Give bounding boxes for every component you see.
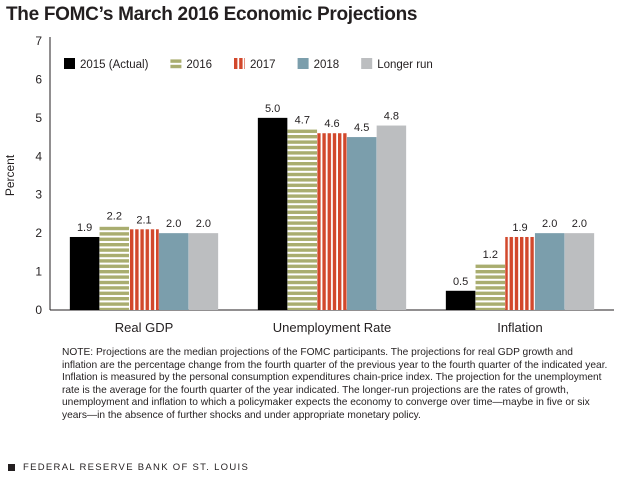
bar: [188, 233, 219, 310]
bar: [99, 225, 130, 310]
bar-value-label: 2.0: [542, 218, 557, 230]
y-tick-label: 5: [35, 111, 42, 125]
legend-swatch: [64, 58, 75, 69]
bar-value-label: 4.7: [295, 114, 310, 126]
y-tick-label: 2: [35, 226, 42, 240]
bar: [69, 236, 100, 310]
footer-text: FEDERAL RESERVE BANK OF ST. LOUIS: [23, 462, 250, 473]
legend-label: 2015 (Actual): [80, 59, 149, 71]
bar: [317, 133, 347, 310]
legend-label: 2016: [186, 59, 212, 71]
bar-value-label: 5.0: [265, 103, 280, 115]
bar-value-label: 4.6: [324, 118, 339, 130]
y-tick-label: 6: [35, 72, 42, 86]
footer: FEDERAL RESERVE BANK OF ST. LOUIS: [8, 462, 249, 473]
legend-label: 2018: [314, 59, 340, 71]
footer-square-icon: [8, 464, 15, 471]
bar: [445, 290, 476, 310]
bar: [376, 125, 407, 311]
plot-area: 0 1 2 3 4 5 6 7 Percent 1.9 2.2 2.1 2.0 2.0 Real GDP 5.…: [3, 34, 614, 335]
legend-swatch: [361, 58, 373, 69]
y-axis-label: Percent: [3, 154, 17, 196]
y-tick-label: 3: [35, 188, 42, 202]
bar-value-label: 4.5: [354, 122, 369, 134]
y-tick-label: 4: [35, 149, 42, 163]
bar-value-label: 1.9: [512, 222, 527, 234]
legend-swatch: [297, 58, 309, 69]
bar-value-label: 2.1: [136, 214, 151, 226]
bar-value-label: 4.8: [384, 111, 399, 123]
bar: [287, 129, 318, 310]
bar-value-label: 1.2: [483, 249, 498, 261]
bar-value-label: 2.0: [196, 218, 211, 230]
x-category-label: Real GDP: [115, 320, 174, 335]
bar: [475, 263, 506, 310]
bar-value-label: 0.5: [453, 276, 468, 288]
chart-note: NOTE: Projections are the median project…: [62, 347, 608, 421]
bar: [534, 233, 565, 310]
bar: [158, 233, 189, 310]
legend-swatch: [234, 58, 245, 69]
bar-value-label: 2.2: [107, 210, 122, 222]
chart-title: The FOMC’s March 2016 Economic Projectio…: [6, 4, 418, 25]
bar-value-label: 1.9: [77, 222, 92, 234]
bar: [564, 233, 595, 310]
bar: [346, 137, 377, 310]
bar: [257, 117, 288, 310]
legend-label: Longer run: [377, 59, 433, 71]
legend-label: 2017: [250, 59, 276, 71]
legend-swatch: [170, 58, 182, 69]
y-tick-label: 1: [35, 265, 42, 279]
bar: [129, 229, 159, 310]
bar: [505, 236, 535, 310]
bar-value-label: 2.0: [572, 218, 587, 230]
x-category-label: Inflation: [497, 320, 543, 335]
bar-value-label: 2.0: [166, 218, 181, 230]
x-category-label: Unemployment Rate: [273, 320, 392, 335]
bar-chart: 0 1 2 3 4 5 6 7 Percent 1.9 2.2 2.1 2.0 2.0 Real GDP 5.…: [3, 34, 614, 335]
y-tick-label: 0: [35, 303, 42, 317]
y-tick-label: 7: [35, 34, 42, 48]
